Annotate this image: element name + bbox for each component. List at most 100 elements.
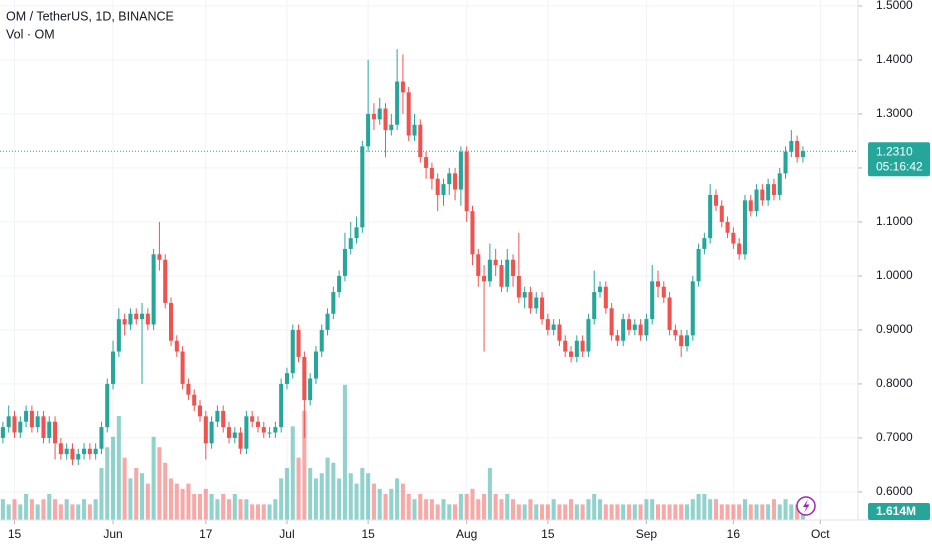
volume-bar [667,504,672,520]
volume-title: Vol · OM [6,27,55,41]
volume-bar [215,499,220,520]
volume-bar [621,504,626,520]
candle-body [389,124,394,131]
candle-body [400,81,405,93]
x-tick-label: 15 [361,527,375,541]
candle-body [424,157,429,168]
y-tick-label: 0.6000 [876,484,913,498]
volume-bar [163,462,168,520]
volume-bar [192,494,197,520]
candle-body [644,319,649,336]
volume-bar [389,488,394,520]
volume-bar [244,499,249,520]
candle-body [105,383,110,428]
volume-bar [325,457,330,520]
volume-bar [238,499,243,520]
volume-bar [412,499,417,520]
candle-body [151,254,156,325]
volume-bar [371,483,376,520]
candle-body [748,200,753,212]
candle-body [140,313,145,320]
candle-body [580,340,585,352]
candle-body [244,416,249,449]
candle-body [99,427,104,449]
volume-bar [632,504,637,520]
candle-body [6,416,11,428]
volume-bar [70,504,75,520]
candle-body [760,189,765,201]
volume-bar [342,384,347,520]
candle-body [134,313,139,320]
candle-body [76,454,81,460]
volume-bar [174,483,179,520]
volume-bar [308,468,313,520]
candle-body [667,297,672,330]
volume-bar [122,457,127,520]
candle-body [435,178,440,195]
volume-bar [151,436,156,520]
volume-bar [511,499,516,520]
candle-body [197,405,203,417]
last-volume-label: 1.614M [876,504,916,518]
candle-body [702,238,707,249]
candle-body [429,167,434,179]
volume-bar [516,504,521,520]
volume-bar [453,504,458,520]
volume-bar [267,504,272,520]
volume-bar [470,488,475,520]
candle-body [609,308,614,336]
x-tick-label: Jul [279,527,294,541]
volume-bar [12,499,17,520]
candle-body [209,421,214,444]
candle-body [238,432,243,449]
volume-bar [574,504,579,520]
volume-bar [725,504,730,520]
candle-body [377,108,382,120]
volume-bar [87,504,92,520]
x-tick-label: 16 [727,527,741,541]
candle-body [754,189,759,212]
candle-body [789,140,794,152]
candle-body [163,259,168,303]
candle-body [366,113,371,147]
volume-bar [435,504,440,520]
candle-body [24,410,29,422]
volume-bar [800,511,805,520]
volume-bar [702,494,707,520]
volume-bar [783,499,788,520]
last-volume-box [868,503,930,520]
candle-body [47,421,52,438]
candle-body [302,356,307,401]
y-tick-label: 1.1000 [876,214,913,228]
countdown-label: 05:16:42 [876,159,923,173]
candle-body [18,421,23,433]
candle-body [696,248,701,282]
volume-bar [296,457,301,520]
volume-bar [638,504,643,520]
volume-bar [111,436,116,520]
candle-body [180,351,185,384]
candle-body [777,173,782,195]
candle-body [661,286,666,298]
candle-body [41,416,46,438]
volume-bar [29,499,34,520]
volume-bar [737,504,742,520]
candle-body [476,254,481,276]
x-tick-label: 15 [8,527,22,541]
candle-body [621,319,626,341]
candle-body [800,151,805,158]
candle-body [215,410,220,422]
volume-bar [337,478,342,520]
candle-body [447,173,452,185]
candle-body [551,324,556,330]
volume-bar [569,499,574,520]
candle-body [505,259,510,287]
volume-bar [551,499,556,520]
candle-body [261,427,266,433]
volume-bar [748,504,753,520]
candle-body [232,432,237,438]
candle-body [325,313,330,330]
candle-body [615,335,620,341]
volume-bar [592,494,597,520]
